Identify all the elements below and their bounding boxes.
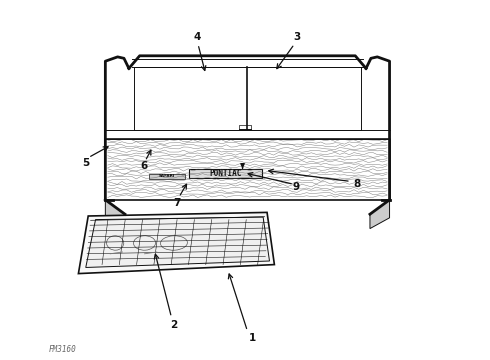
- FancyBboxPatch shape: [189, 169, 262, 178]
- Text: 4: 4: [193, 32, 201, 42]
- Polygon shape: [78, 212, 274, 274]
- Polygon shape: [86, 217, 270, 267]
- Text: 9: 9: [293, 182, 300, 192]
- Text: 2: 2: [171, 320, 177, 330]
- Text: 1: 1: [249, 333, 256, 343]
- Text: 8: 8: [353, 179, 360, 189]
- Text: PONTIAC: PONTIAC: [209, 169, 242, 178]
- Text: SAFARI: SAFARI: [159, 174, 175, 178]
- Text: 6: 6: [140, 161, 147, 171]
- Text: 7: 7: [173, 198, 181, 208]
- Text: FM3160: FM3160: [49, 345, 77, 354]
- Text: 3: 3: [293, 32, 300, 42]
- Bar: [149, 174, 185, 179]
- Text: 5: 5: [82, 158, 89, 168]
- Polygon shape: [370, 200, 390, 229]
- Polygon shape: [105, 200, 125, 229]
